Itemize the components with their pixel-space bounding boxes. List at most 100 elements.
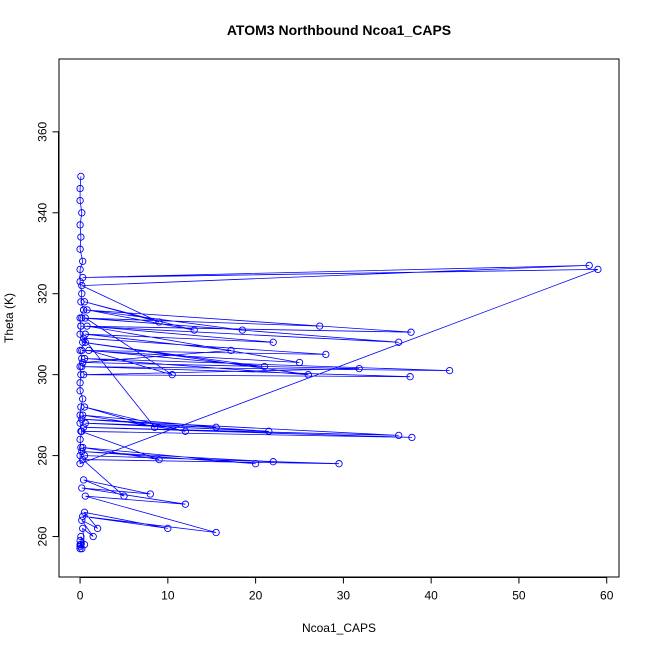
data-point xyxy=(80,508,89,516)
data-point xyxy=(395,431,403,440)
data-point xyxy=(78,314,86,322)
data-point xyxy=(81,338,89,346)
x-tick-label: 50 xyxy=(512,589,526,603)
data-point xyxy=(76,387,84,395)
data-point xyxy=(85,346,93,355)
data-point xyxy=(77,371,85,379)
x-tick-label: 60 xyxy=(600,589,614,603)
x-tick-label: 30 xyxy=(337,589,351,603)
data-point xyxy=(212,528,220,537)
data-point xyxy=(594,265,602,274)
data-point xyxy=(76,545,84,553)
data-point xyxy=(76,184,84,193)
data-point xyxy=(76,411,84,419)
data-point xyxy=(77,443,85,452)
data-point xyxy=(77,427,85,435)
data-point xyxy=(83,322,91,330)
data-point xyxy=(79,476,88,484)
data-point xyxy=(151,423,159,431)
data-point xyxy=(81,330,89,338)
data-point xyxy=(335,460,343,468)
data-point xyxy=(164,524,172,533)
data-point xyxy=(79,411,87,419)
data-point xyxy=(78,209,86,217)
data-point xyxy=(78,516,86,524)
data-point xyxy=(227,346,235,355)
x-tick-label: 0 xyxy=(77,589,84,603)
data-point xyxy=(81,314,89,322)
data-point xyxy=(190,326,198,334)
data-point xyxy=(181,500,190,508)
data-point xyxy=(355,364,363,373)
data-point xyxy=(76,245,84,253)
data-point xyxy=(78,281,86,290)
data-point xyxy=(322,350,330,359)
y-tick-label: 360 xyxy=(36,122,50,142)
chart-title: ATOM3 Northbound Ncoa1_CAPS xyxy=(227,22,451,38)
data-point xyxy=(155,455,163,464)
data-point xyxy=(260,362,269,371)
x-tick-label: 40 xyxy=(424,589,438,603)
data-point xyxy=(78,346,86,355)
data-point xyxy=(78,484,86,492)
data-point xyxy=(78,354,86,363)
y-axis: 260 280 300 320 340 360 xyxy=(36,122,59,547)
data-point xyxy=(79,257,87,265)
data-point xyxy=(79,371,88,379)
data-point xyxy=(269,458,277,466)
data-point xyxy=(77,403,85,411)
data-point xyxy=(155,318,163,326)
data-point xyxy=(406,373,414,381)
data-point xyxy=(181,427,190,435)
data-point xyxy=(79,338,87,346)
data-point xyxy=(76,542,84,551)
data-point xyxy=(77,172,85,181)
x-tick-label: 10 xyxy=(161,589,175,603)
data-point xyxy=(79,524,87,533)
data-point xyxy=(81,492,89,500)
data-point xyxy=(269,338,277,346)
data-point xyxy=(407,328,415,336)
data-point xyxy=(83,306,91,314)
data-point xyxy=(93,524,102,533)
x-tick-label: 20 xyxy=(249,589,263,603)
x-axis-label: Ncoa1_CAPS xyxy=(302,621,376,635)
data-point xyxy=(76,196,84,205)
data-point xyxy=(77,532,85,541)
data-point xyxy=(445,366,454,375)
data-point xyxy=(79,512,87,520)
data-point xyxy=(79,273,87,282)
data-point xyxy=(78,362,86,371)
data-point xyxy=(265,427,273,435)
data-point xyxy=(79,395,87,403)
series-line xyxy=(79,176,599,549)
data-point xyxy=(304,371,312,379)
y-tick-label: 340 xyxy=(36,202,50,222)
data-point xyxy=(408,433,416,442)
data-point xyxy=(76,451,84,460)
data-point xyxy=(80,298,89,306)
data-point xyxy=(251,460,260,468)
data-point xyxy=(80,354,89,363)
y-tick-label: 280 xyxy=(36,445,50,465)
data-point xyxy=(212,423,220,431)
data-point xyxy=(79,306,88,314)
data-point xyxy=(295,358,304,367)
data-point xyxy=(146,490,154,498)
data-point xyxy=(76,265,84,274)
data-point xyxy=(316,322,324,330)
y-tick-label: 320 xyxy=(36,283,50,303)
y-axis-label: Theta (K) xyxy=(2,293,16,343)
data-point xyxy=(238,326,247,334)
data-point xyxy=(76,277,84,286)
data-point xyxy=(395,338,403,346)
data-point xyxy=(78,290,86,298)
y-tick-label: 260 xyxy=(36,526,50,546)
data-point xyxy=(79,443,87,452)
data-point xyxy=(89,532,97,541)
data-point xyxy=(120,492,128,500)
data-point xyxy=(585,261,593,270)
data-point xyxy=(76,221,84,229)
series-layer xyxy=(76,172,602,553)
